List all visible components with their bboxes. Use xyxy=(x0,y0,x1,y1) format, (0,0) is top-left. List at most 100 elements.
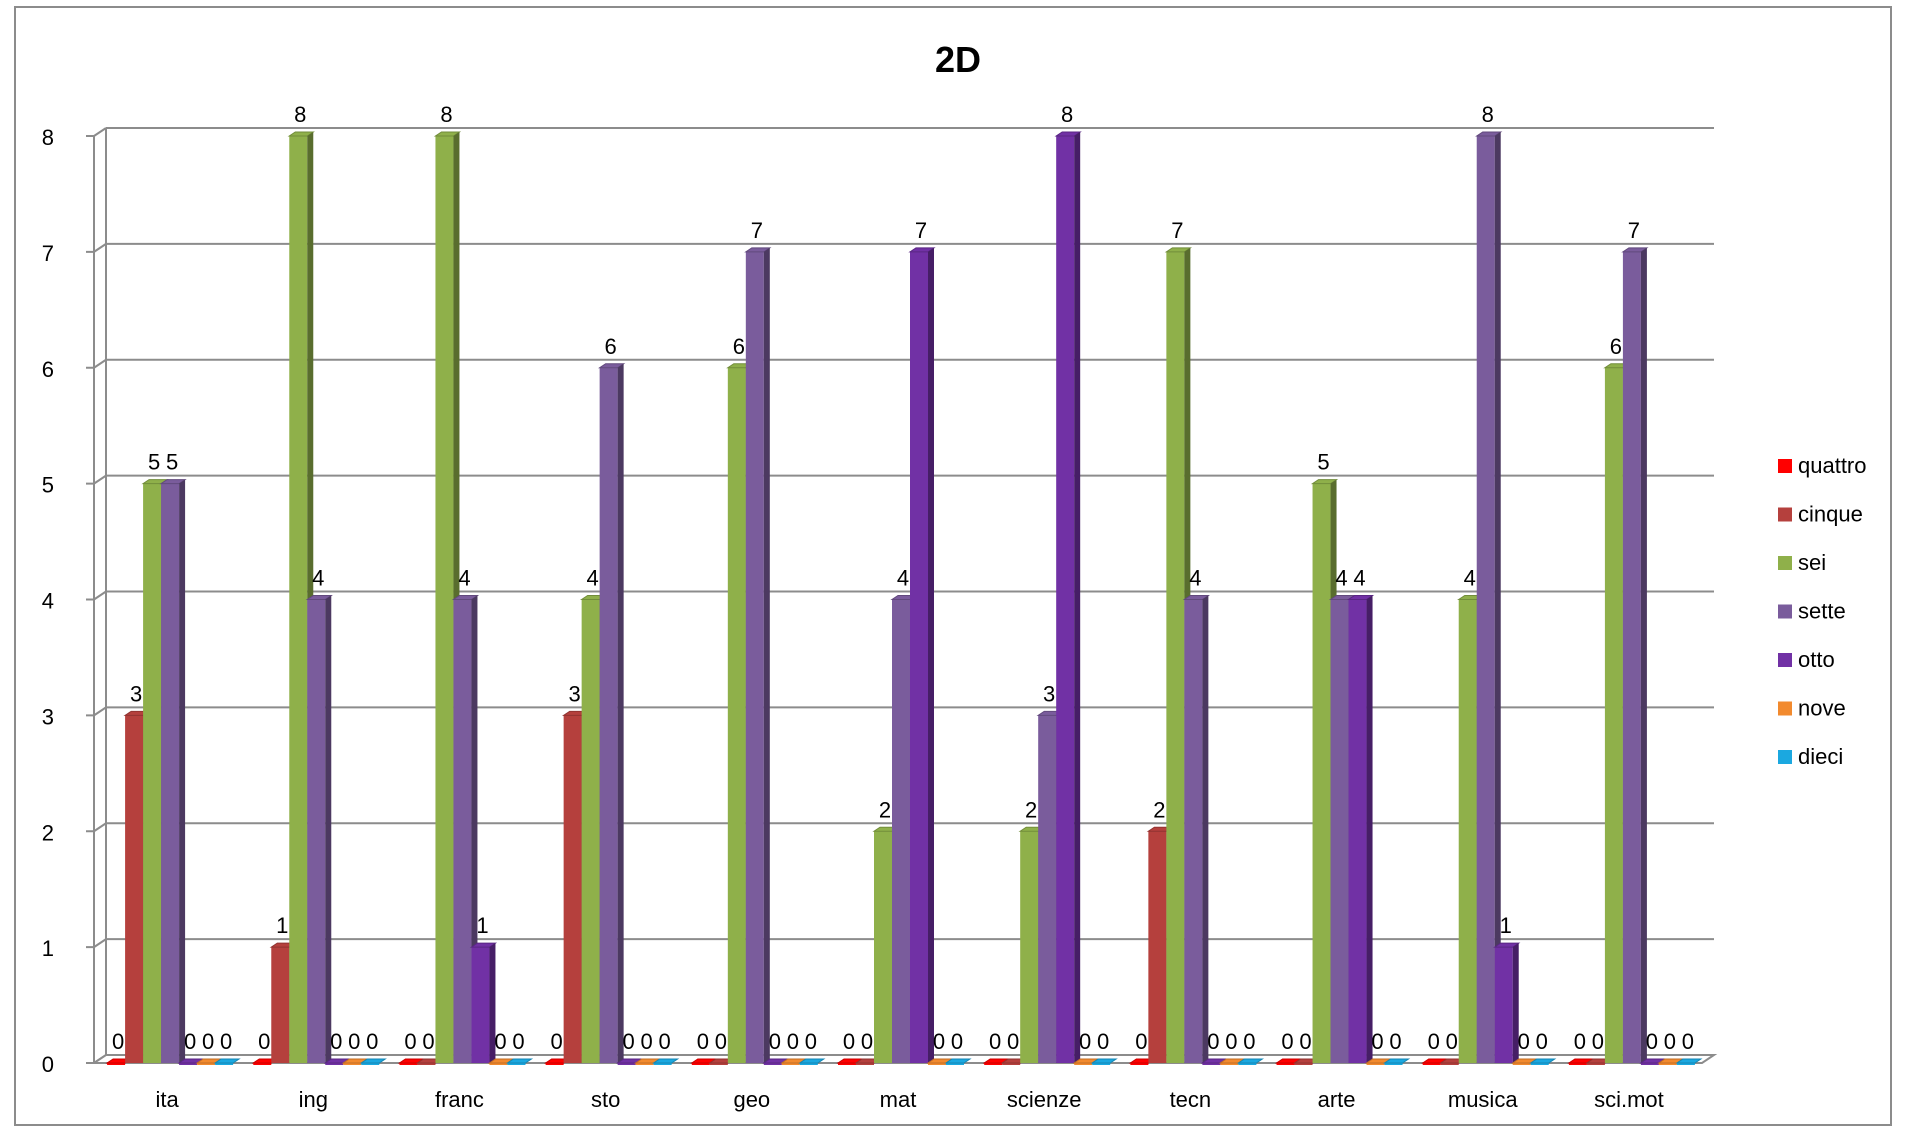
data-label-quattro-franc: 0 xyxy=(404,1029,416,1054)
data-label-cinque-tecn: 2 xyxy=(1153,797,1165,822)
gridline-5 xyxy=(93,474,1714,485)
data-label-dieci-ita: 0 xyxy=(220,1029,232,1054)
data-label-cinque-geo: 0 xyxy=(715,1029,727,1054)
legend-swatch-otto xyxy=(1778,653,1792,667)
legend-label-cinque: cinque xyxy=(1798,502,1863,527)
data-label-dieci-sto: 0 xyxy=(659,1029,671,1054)
data-label-otto-arte: 4 xyxy=(1353,566,1365,591)
legend: quattro cinque sei sette otto nove dieci xyxy=(1778,453,1867,769)
data-label-nove-scienze: 0 xyxy=(1079,1029,1091,1054)
legend-item-cinque: cinque xyxy=(1778,502,1863,527)
legend-swatch-cinque xyxy=(1778,507,1792,522)
data-label-sei-musica: 4 xyxy=(1464,566,1476,591)
data-label-nove-sci.mot: 0 xyxy=(1664,1029,1676,1054)
data-label-sei-sto: 4 xyxy=(587,566,599,591)
bar-dieci-tecn xyxy=(1236,1058,1265,1065)
bar-dieci-scienze xyxy=(1090,1058,1118,1065)
data-label-otto-musica: 1 xyxy=(1500,913,1512,938)
data-label-dieci-mat: 0 xyxy=(951,1029,963,1054)
legend-swatch-sei xyxy=(1778,556,1792,570)
data-label-otto-geo: 0 xyxy=(769,1029,781,1054)
data-label-sette-sto: 6 xyxy=(605,334,617,359)
x-tick-label-sto: sto xyxy=(591,1087,620,1112)
data-label-nove-tecn: 0 xyxy=(1225,1029,1237,1054)
legend-label-sei: sei xyxy=(1798,550,1826,575)
y-tick-label: 2 xyxy=(42,820,54,845)
bar-sette-musica xyxy=(1475,131,1503,1063)
x-tick-label-mat: mat xyxy=(880,1087,917,1112)
gridline-6 xyxy=(93,358,1714,369)
legend-item-sei: sei xyxy=(1778,550,1826,575)
data-label-cinque-scienze: 0 xyxy=(1007,1029,1019,1054)
data-label-otto-scienze: 8 xyxy=(1061,102,1073,127)
x-tick-label-musica: musica xyxy=(1448,1087,1518,1112)
bar-otto-musica xyxy=(1493,942,1521,1063)
bar-dieci-ing xyxy=(359,1058,387,1065)
legend-swatch-dieci xyxy=(1778,750,1792,764)
data-label-quattro-ita: 0 xyxy=(112,1029,124,1054)
legend-label-quattro: quattro xyxy=(1798,453,1867,478)
bar-dieci-musica xyxy=(1529,1058,1557,1065)
chart-title: 2D xyxy=(935,39,981,80)
bar-dieci-ita xyxy=(213,1058,241,1065)
data-label-sei-franc: 8 xyxy=(440,102,452,127)
data-label-dieci-ing: 0 xyxy=(366,1029,378,1054)
y-tick-label: 7 xyxy=(42,241,54,266)
data-label-nove-arte: 0 xyxy=(1371,1029,1383,1054)
data-label-quattro-sci.mot: 0 xyxy=(1574,1029,1586,1054)
data-label-nove-franc: 0 xyxy=(494,1029,506,1054)
data-label-otto-ing: 0 xyxy=(330,1029,342,1054)
data-label-sette-arte: 4 xyxy=(1335,566,1347,591)
data-label-nove-ing: 0 xyxy=(348,1029,360,1054)
data-label-cinque-ita: 3 xyxy=(130,681,142,706)
data-label-sette-franc: 4 xyxy=(458,566,470,591)
y-tick-label: 5 xyxy=(42,473,54,498)
x-tick-label-geo: geo xyxy=(733,1087,770,1112)
data-label-otto-sci.mot: 0 xyxy=(1646,1029,1658,1054)
bar-sette-ing xyxy=(305,595,333,1063)
legend-label-sette: sette xyxy=(1798,599,1846,624)
bar-dieci-mat xyxy=(944,1058,972,1065)
data-label-dieci-geo: 0 xyxy=(805,1029,817,1054)
y-tick-label: 0 xyxy=(42,1052,54,1077)
bar-dieci-sci.mot xyxy=(1675,1058,1703,1065)
data-label-sei-arte: 5 xyxy=(1317,450,1329,475)
data-label-cinque-franc: 0 xyxy=(422,1029,434,1054)
data-label-otto-ita: 0 xyxy=(184,1029,196,1054)
data-label-sette-geo: 7 xyxy=(751,218,763,243)
data-label-sette-scienze: 3 xyxy=(1043,681,1055,706)
data-label-cinque-mat: 0 xyxy=(861,1029,873,1054)
x-tick-label-arte: arte xyxy=(1318,1087,1356,1112)
data-label-cinque-arte: 0 xyxy=(1299,1029,1311,1054)
legend-swatch-quattro xyxy=(1778,459,1792,473)
y-tick-label: 6 xyxy=(42,357,54,382)
y-tick-label: 3 xyxy=(42,704,54,729)
data-label-quattro-scienze: 0 xyxy=(989,1029,1001,1054)
bar-otto-arte xyxy=(1346,595,1375,1063)
data-label-nove-ita: 0 xyxy=(202,1029,214,1054)
data-label-dieci-arte: 0 xyxy=(1389,1029,1401,1054)
data-label-sette-ing: 4 xyxy=(312,566,324,591)
bar-otto-mat xyxy=(908,247,936,1063)
legend-item-sette: sette xyxy=(1778,599,1846,624)
legend-label-nove: nove xyxy=(1798,696,1846,721)
data-label-sei-ing: 8 xyxy=(294,102,306,127)
legend-item-otto: otto xyxy=(1778,647,1835,672)
data-label-nove-musica: 0 xyxy=(1518,1029,1530,1054)
legend-swatch-sette xyxy=(1778,604,1792,619)
data-label-dieci-scienze: 0 xyxy=(1097,1029,1109,1054)
legend-item-quattro: quattro xyxy=(1778,453,1867,478)
data-label-quattro-tecn: 0 xyxy=(1135,1029,1147,1054)
y-tick-label: 1 xyxy=(42,936,54,961)
data-label-otto-franc: 1 xyxy=(476,913,488,938)
x-tick-label-sci.mot: sci.mot xyxy=(1594,1087,1664,1112)
data-label-sette-ita: 5 xyxy=(166,450,178,475)
data-label-quattro-ing: 0 xyxy=(258,1029,270,1054)
bar-dieci-geo xyxy=(798,1058,826,1065)
data-label-otto-tecn: 0 xyxy=(1207,1029,1219,1054)
data-label-sette-sci.mot: 7 xyxy=(1628,218,1640,243)
data-label-cinque-sci.mot: 0 xyxy=(1592,1029,1604,1054)
data-label-cinque-sto: 3 xyxy=(569,681,581,706)
